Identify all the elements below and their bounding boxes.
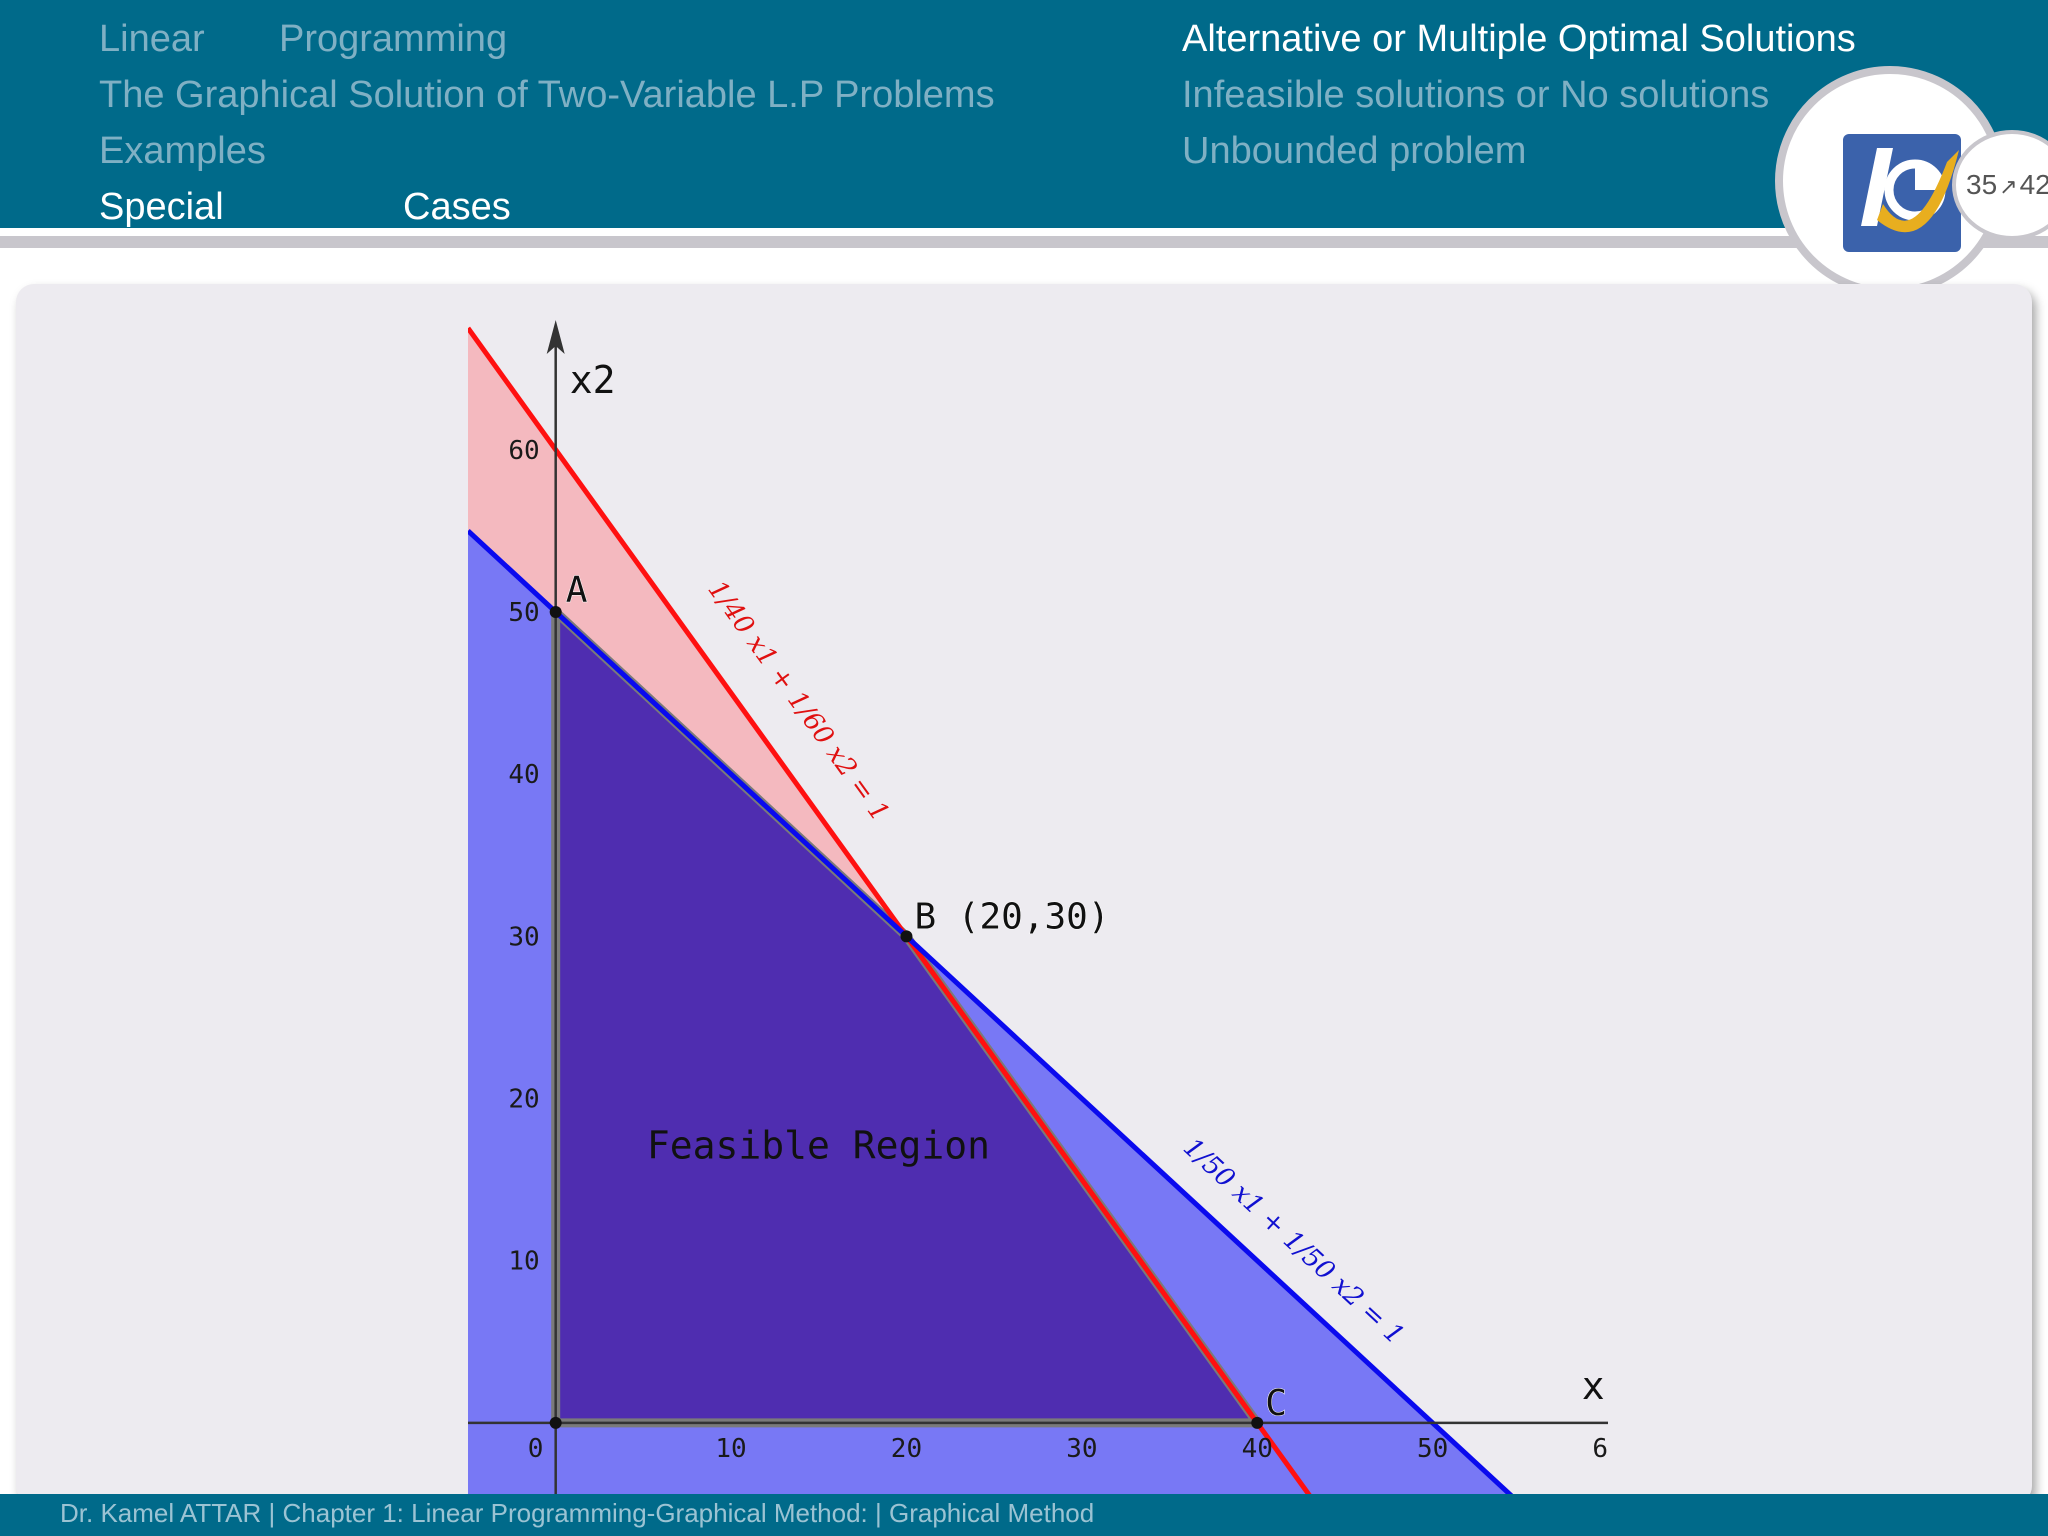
corner-point-3 bbox=[1251, 1416, 1264, 1429]
nav-section-linear[interactable]: Linear bbox=[99, 18, 205, 60]
axis-ticks: 0 10 20 30 40 50 60 10 20 30 40 50 60 bbox=[508, 436, 1608, 1464]
y-tick-label: 50 bbox=[508, 598, 539, 628]
nav-item-alternative-solutions[interactable]: Alternative or Multiple Optimal Solution… bbox=[1182, 18, 1856, 60]
header-divider bbox=[0, 228, 2048, 236]
x-tick-label: 10 bbox=[715, 1434, 746, 1464]
page-current: 35 bbox=[1966, 169, 2020, 201]
nav-subsection-graphical-solution[interactable]: The Graphical Solution of Two-Variable L… bbox=[99, 74, 995, 116]
page-total: 42 bbox=[2019, 169, 2048, 200]
page-counter: 3542 bbox=[1952, 130, 2048, 240]
nav-subsection-cases[interactable]: Cases bbox=[403, 186, 511, 228]
footer-bar bbox=[0, 1494, 2048, 1536]
y-tick-label: 30 bbox=[508, 922, 539, 952]
corner-point-label-2: B (20,30) bbox=[914, 896, 1109, 937]
constraint-1-line bbox=[468, 326, 1318, 1504]
y-tick-label: 40 bbox=[508, 760, 539, 790]
y-tick-label: 60 bbox=[508, 436, 539, 466]
y-tick-label: 10 bbox=[508, 1247, 539, 1277]
x-tick-label: 40 bbox=[1242, 1434, 1273, 1464]
x-tick-label: 50 bbox=[1417, 1434, 1448, 1464]
corner-points: A B (20,30) C bbox=[549, 569, 1287, 1429]
corner-point-2 bbox=[900, 930, 913, 943]
x-tick-label: 60 bbox=[1592, 1434, 1608, 1464]
y-axis-label: x2 bbox=[570, 358, 616, 402]
footer-text: Dr. Kamel ATTAR | Chapter 1: Linear Prog… bbox=[60, 1498, 1095, 1528]
nav-item-unbounded-problem[interactable]: Unbounded problem bbox=[1182, 130, 1527, 172]
header-shadow-divider bbox=[0, 236, 2048, 248]
lp-graph: 0102030405060102030405060 x1 x2 1/40 x1 … bbox=[468, 320, 1608, 1504]
nav-section-programming[interactable]: Programming bbox=[279, 18, 508, 60]
y-axis-arrow-icon bbox=[546, 320, 565, 354]
y-tick-label: 20 bbox=[508, 1085, 539, 1115]
x-tick-label: 30 bbox=[1066, 1434, 1097, 1464]
nav-item-infeasible-solutions[interactable]: Infeasible solutions or No solutions bbox=[1182, 74, 1770, 116]
header-bar bbox=[0, 0, 2048, 228]
logo-emblem-icon bbox=[1843, 134, 1961, 252]
feasible-region bbox=[555, 611, 1258, 1423]
nav-subsection-special[interactable]: Special bbox=[99, 186, 224, 228]
corner-point-label-3: C bbox=[1265, 1383, 1287, 1424]
origin-point bbox=[549, 1416, 562, 1429]
constraint-2-line bbox=[468, 529, 1523, 1504]
feasible-region-label: Feasible Region bbox=[647, 1124, 990, 1168]
corner-point-label-1: A bbox=[566, 570, 588, 611]
x-tick-origin: 0 bbox=[528, 1434, 544, 1464]
slide-content-panel: 0102030405060102030405060 x1 x2 1/40 x1 … bbox=[16, 284, 2032, 1504]
corner-point-1 bbox=[549, 605, 562, 618]
nav-subsection-examples[interactable]: Examples bbox=[99, 130, 266, 172]
x-axis-label: x1 bbox=[1582, 1364, 1608, 1408]
x-tick-label: 20 bbox=[891, 1434, 922, 1464]
